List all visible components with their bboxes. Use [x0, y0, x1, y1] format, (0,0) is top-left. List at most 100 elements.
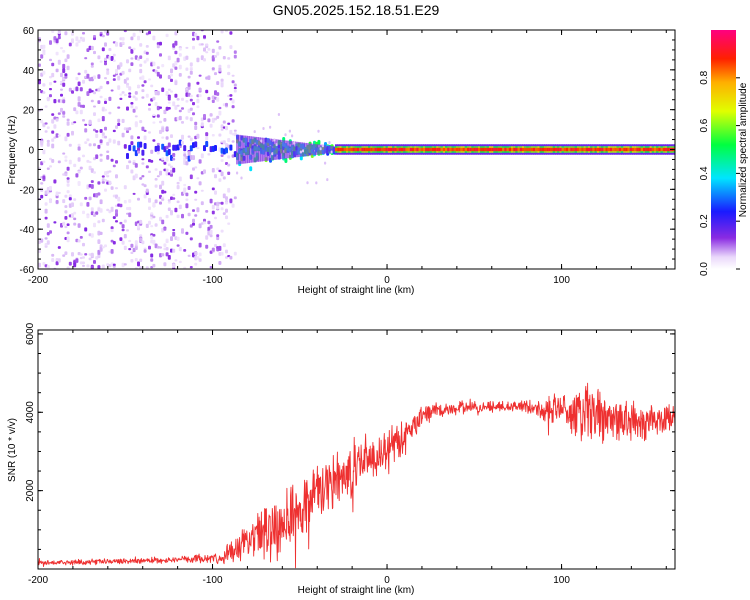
spectral-cell — [515, 147, 519, 152]
spectral-cell — [183, 153, 187, 157]
spectral-cell — [192, 112, 195, 116]
spectral-cell — [156, 142, 160, 146]
spectral-cell — [152, 61, 156, 66]
spectral-cell — [148, 245, 151, 250]
spectral-cell — [198, 252, 202, 257]
spectral-cell — [341, 147, 345, 152]
spectral-cell — [176, 57, 180, 63]
spectral-cell — [451, 147, 455, 152]
spectral-cell — [90, 90, 94, 93]
spectral-cell — [227, 64, 231, 69]
spectrogram-x-axis-label: Height of straight line (km) — [298, 285, 415, 296]
spectral-cell — [570, 147, 574, 152]
spectral-cell — [211, 204, 215, 210]
spectral-cell — [211, 210, 215, 215]
spectral-cell — [152, 239, 156, 245]
spectral-cell — [396, 147, 400, 152]
spectral-cell — [187, 186, 191, 190]
spectral-cell — [174, 60, 178, 66]
spectral-cell — [181, 140, 184, 145]
spectral-cell — [38, 166, 41, 169]
spectral-cell — [225, 147, 228, 154]
spectral-cell — [95, 211, 99, 215]
y-tick-label: 6000 — [25, 322, 36, 345]
spectral-cell — [156, 175, 160, 178]
spectral-cell — [196, 147, 200, 150]
spectral-cell — [93, 105, 96, 108]
spectral-cell — [513, 147, 517, 152]
spectral-cell — [75, 86, 79, 92]
spectral-cell — [203, 221, 206, 225]
spectrogram-y-axis-label: Frequency (Hz) — [7, 116, 18, 185]
spectral-cell — [66, 236, 70, 241]
spectral-cell — [176, 181, 180, 185]
spectral-cell — [330, 146, 334, 153]
spectral-cell — [77, 239, 81, 243]
spectral-cell — [216, 236, 220, 241]
spectral-cell — [123, 185, 127, 190]
spectral-cell — [172, 229, 176, 231]
spectral-cell — [64, 251, 68, 255]
spectral-cell — [93, 222, 96, 228]
spectral-cell — [66, 118, 70, 122]
spectral-cell — [104, 135, 107, 139]
spectral-cell — [165, 91, 169, 96]
spectral-cell — [211, 168, 215, 173]
y-tick-label: 40 — [23, 66, 35, 77]
spectral-cell — [198, 74, 202, 77]
spectral-cell — [66, 190, 70, 194]
spectral-cell — [167, 142, 171, 148]
spectral-cell — [165, 214, 169, 219]
spectral-cell — [112, 129, 116, 133]
spectral-cell — [568, 147, 572, 152]
spectral-cell — [123, 78, 127, 84]
y-tick-label: 2000 — [25, 479, 36, 502]
spectral-cell — [211, 247, 215, 252]
spectral-cell — [44, 130, 48, 133]
spectral-cell — [128, 95, 132, 98]
spectral-cell — [218, 245, 222, 251]
spectral-cell — [178, 64, 182, 70]
spectral-cell — [284, 140, 288, 159]
spectral-cell — [77, 72, 81, 76]
spectral-cell — [97, 249, 101, 255]
spectral-cell — [82, 256, 85, 259]
spectral-cell — [431, 147, 435, 152]
spectral-cell — [119, 221, 123, 225]
spectral-cell — [154, 223, 158, 227]
spectral-cell — [299, 142, 303, 157]
spectral-cell — [233, 54, 237, 59]
spectral-cell — [271, 138, 275, 161]
spectral-cell — [236, 134, 239, 165]
spectral-cell — [73, 222, 77, 226]
spectral-cell — [42, 44, 46, 49]
spectral-cell — [66, 65, 70, 71]
spectral-cell — [185, 203, 189, 209]
spectral-cell — [104, 42, 107, 47]
spectral-cell — [178, 246, 182, 252]
spectral-cell — [464, 147, 468, 152]
spectral-cell — [123, 219, 127, 223]
spectral-cell — [88, 119, 92, 124]
spectral-cell — [196, 57, 200, 63]
spectral-cell — [491, 147, 495, 152]
spectral-cell — [141, 162, 145, 165]
spectral-cell — [115, 194, 118, 197]
spectral-cell — [614, 147, 618, 152]
spectral-cell — [42, 70, 46, 75]
spectral-cell — [42, 262, 46, 266]
spectral-cell — [187, 75, 191, 79]
spectral-cell — [51, 119, 55, 124]
spectral-cell — [192, 222, 195, 226]
spectral-cell — [486, 147, 490, 152]
spectral-cell — [161, 180, 165, 186]
spectral-cell — [643, 147, 646, 152]
figure-title: GN05.2025.152.18.51.E29 — [273, 2, 440, 18]
spectral-cell — [88, 143, 92, 147]
spectral-cell — [66, 179, 70, 183]
spectral-cell — [658, 147, 662, 152]
spectral-cell — [55, 261, 59, 266]
spectral-cell — [57, 31, 61, 34]
spectral-cell — [209, 234, 213, 238]
spectral-cell — [64, 173, 68, 177]
